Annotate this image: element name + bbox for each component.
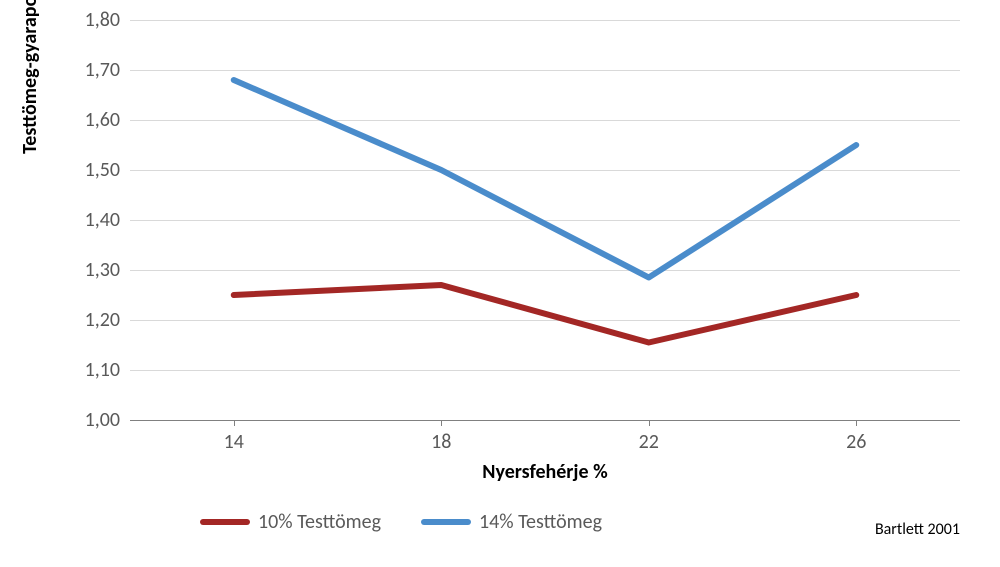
series-line-0 xyxy=(234,285,857,343)
x-tick-label: 14 xyxy=(209,430,259,454)
y-tick-label: 1,40 xyxy=(60,208,120,232)
x-tick-label: 26 xyxy=(831,430,881,454)
x-tick-label: 18 xyxy=(416,430,466,454)
x-tick-mark xyxy=(441,420,442,426)
plot-area xyxy=(130,20,960,420)
y-tick-label: 1,50 xyxy=(60,158,120,182)
x-tick-mark xyxy=(234,420,235,426)
y-tick-label: 1,00 xyxy=(60,408,120,432)
x-axis-title-text: Nyersfehérje % xyxy=(482,460,607,484)
y-tick-label: 1,70 xyxy=(60,58,120,82)
legend-swatch-0 xyxy=(200,519,250,525)
legend-item-1: 14% Testtömeg xyxy=(421,510,602,534)
y-tick-label: 1,30 xyxy=(60,258,120,282)
legend: 10% Testtömeg 14% Testtömeg xyxy=(200,510,602,534)
y-tick-label: 1,20 xyxy=(60,308,120,332)
series-svg xyxy=(130,20,960,420)
y-axis-title: Testtömeg-gyarapodás költsége, €/kg xyxy=(18,0,58,220)
x-axis-title: Nyersfehérje % xyxy=(130,460,960,484)
chart-container: Testtömeg-gyarapodás költsége, €/kg 1,00… xyxy=(0,0,1000,567)
x-tick-mark xyxy=(856,420,857,426)
legend-item-0: 10% Testtömeg xyxy=(200,510,381,534)
x-axis-line xyxy=(130,420,960,421)
y-tick-label: 1,10 xyxy=(60,358,120,382)
y-axis-title-text: Testtömeg-gyarapodás költsége, €/kg xyxy=(18,0,42,154)
legend-swatch-1 xyxy=(421,519,471,525)
series-line-1 xyxy=(234,80,857,278)
y-tick-label: 1,80 xyxy=(60,8,120,32)
y-tick-label: 1,60 xyxy=(60,108,120,132)
legend-label-0: 10% Testtömeg xyxy=(258,510,381,534)
x-tick-label: 22 xyxy=(624,430,674,454)
x-tick-mark xyxy=(649,420,650,426)
attribution: Bartlett 2001 xyxy=(875,520,960,539)
legend-label-1: 14% Testtömeg xyxy=(479,510,602,534)
attribution-text: Bartlett 2001 xyxy=(875,520,960,539)
